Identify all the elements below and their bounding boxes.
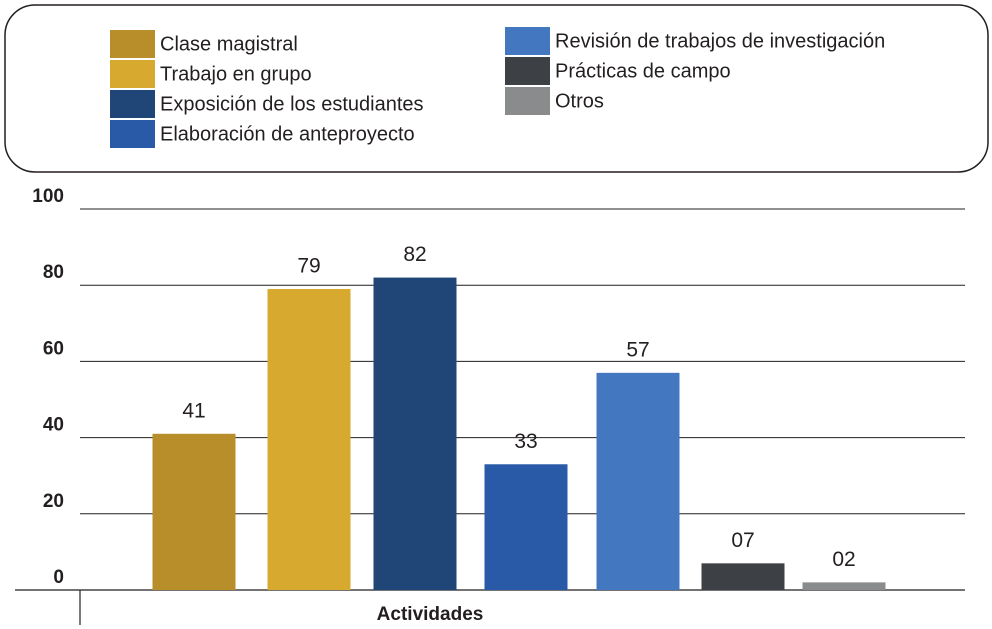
- legend-label: Elaboración de anteproyecto: [160, 123, 415, 145]
- legend-swatch: [110, 30, 155, 58]
- legend-swatch: [505, 27, 550, 55]
- y-tick-label: 40: [43, 415, 64, 436]
- bar: [484, 464, 568, 590]
- y-tick-label: 100: [32, 186, 64, 207]
- value-label: 02: [832, 548, 855, 571]
- legend-label: Revisión de trabajos de investigación: [555, 30, 885, 52]
- y-tick-label: 80: [43, 262, 64, 283]
- legend-label: Clase magistral: [160, 33, 298, 55]
- value-label: 82: [403, 243, 426, 266]
- legend-label: Prácticas de campo: [555, 60, 731, 82]
- value-label: 07: [731, 529, 754, 552]
- y-tick-label: 0: [53, 567, 64, 588]
- legend-swatch: [505, 57, 550, 85]
- value-label: 57: [626, 338, 649, 361]
- bar: [596, 372, 680, 590]
- legend-swatch: [110, 60, 155, 88]
- bar: [802, 582, 886, 590]
- legend-label: Exposición de los estudiantes: [160, 93, 424, 115]
- value-label: 41: [182, 399, 205, 422]
- y-tick-label: 60: [43, 338, 64, 359]
- legend-label: Trabajo en grupo: [160, 63, 312, 85]
- legend-swatch: [110, 120, 155, 148]
- bar: [373, 277, 457, 590]
- value-label: 33: [514, 430, 537, 453]
- bar: [152, 433, 236, 590]
- legend-swatch: [505, 87, 550, 115]
- value-label: 79: [297, 255, 320, 278]
- x-axis-label: Actividades: [377, 604, 484, 625]
- bar: [701, 563, 785, 590]
- legend-swatch: [110, 90, 155, 118]
- legend-label: Otros: [555, 90, 604, 112]
- bar: [267, 289, 351, 590]
- y-tick-label: 20: [43, 491, 64, 512]
- legend-box: [4, 4, 989, 173]
